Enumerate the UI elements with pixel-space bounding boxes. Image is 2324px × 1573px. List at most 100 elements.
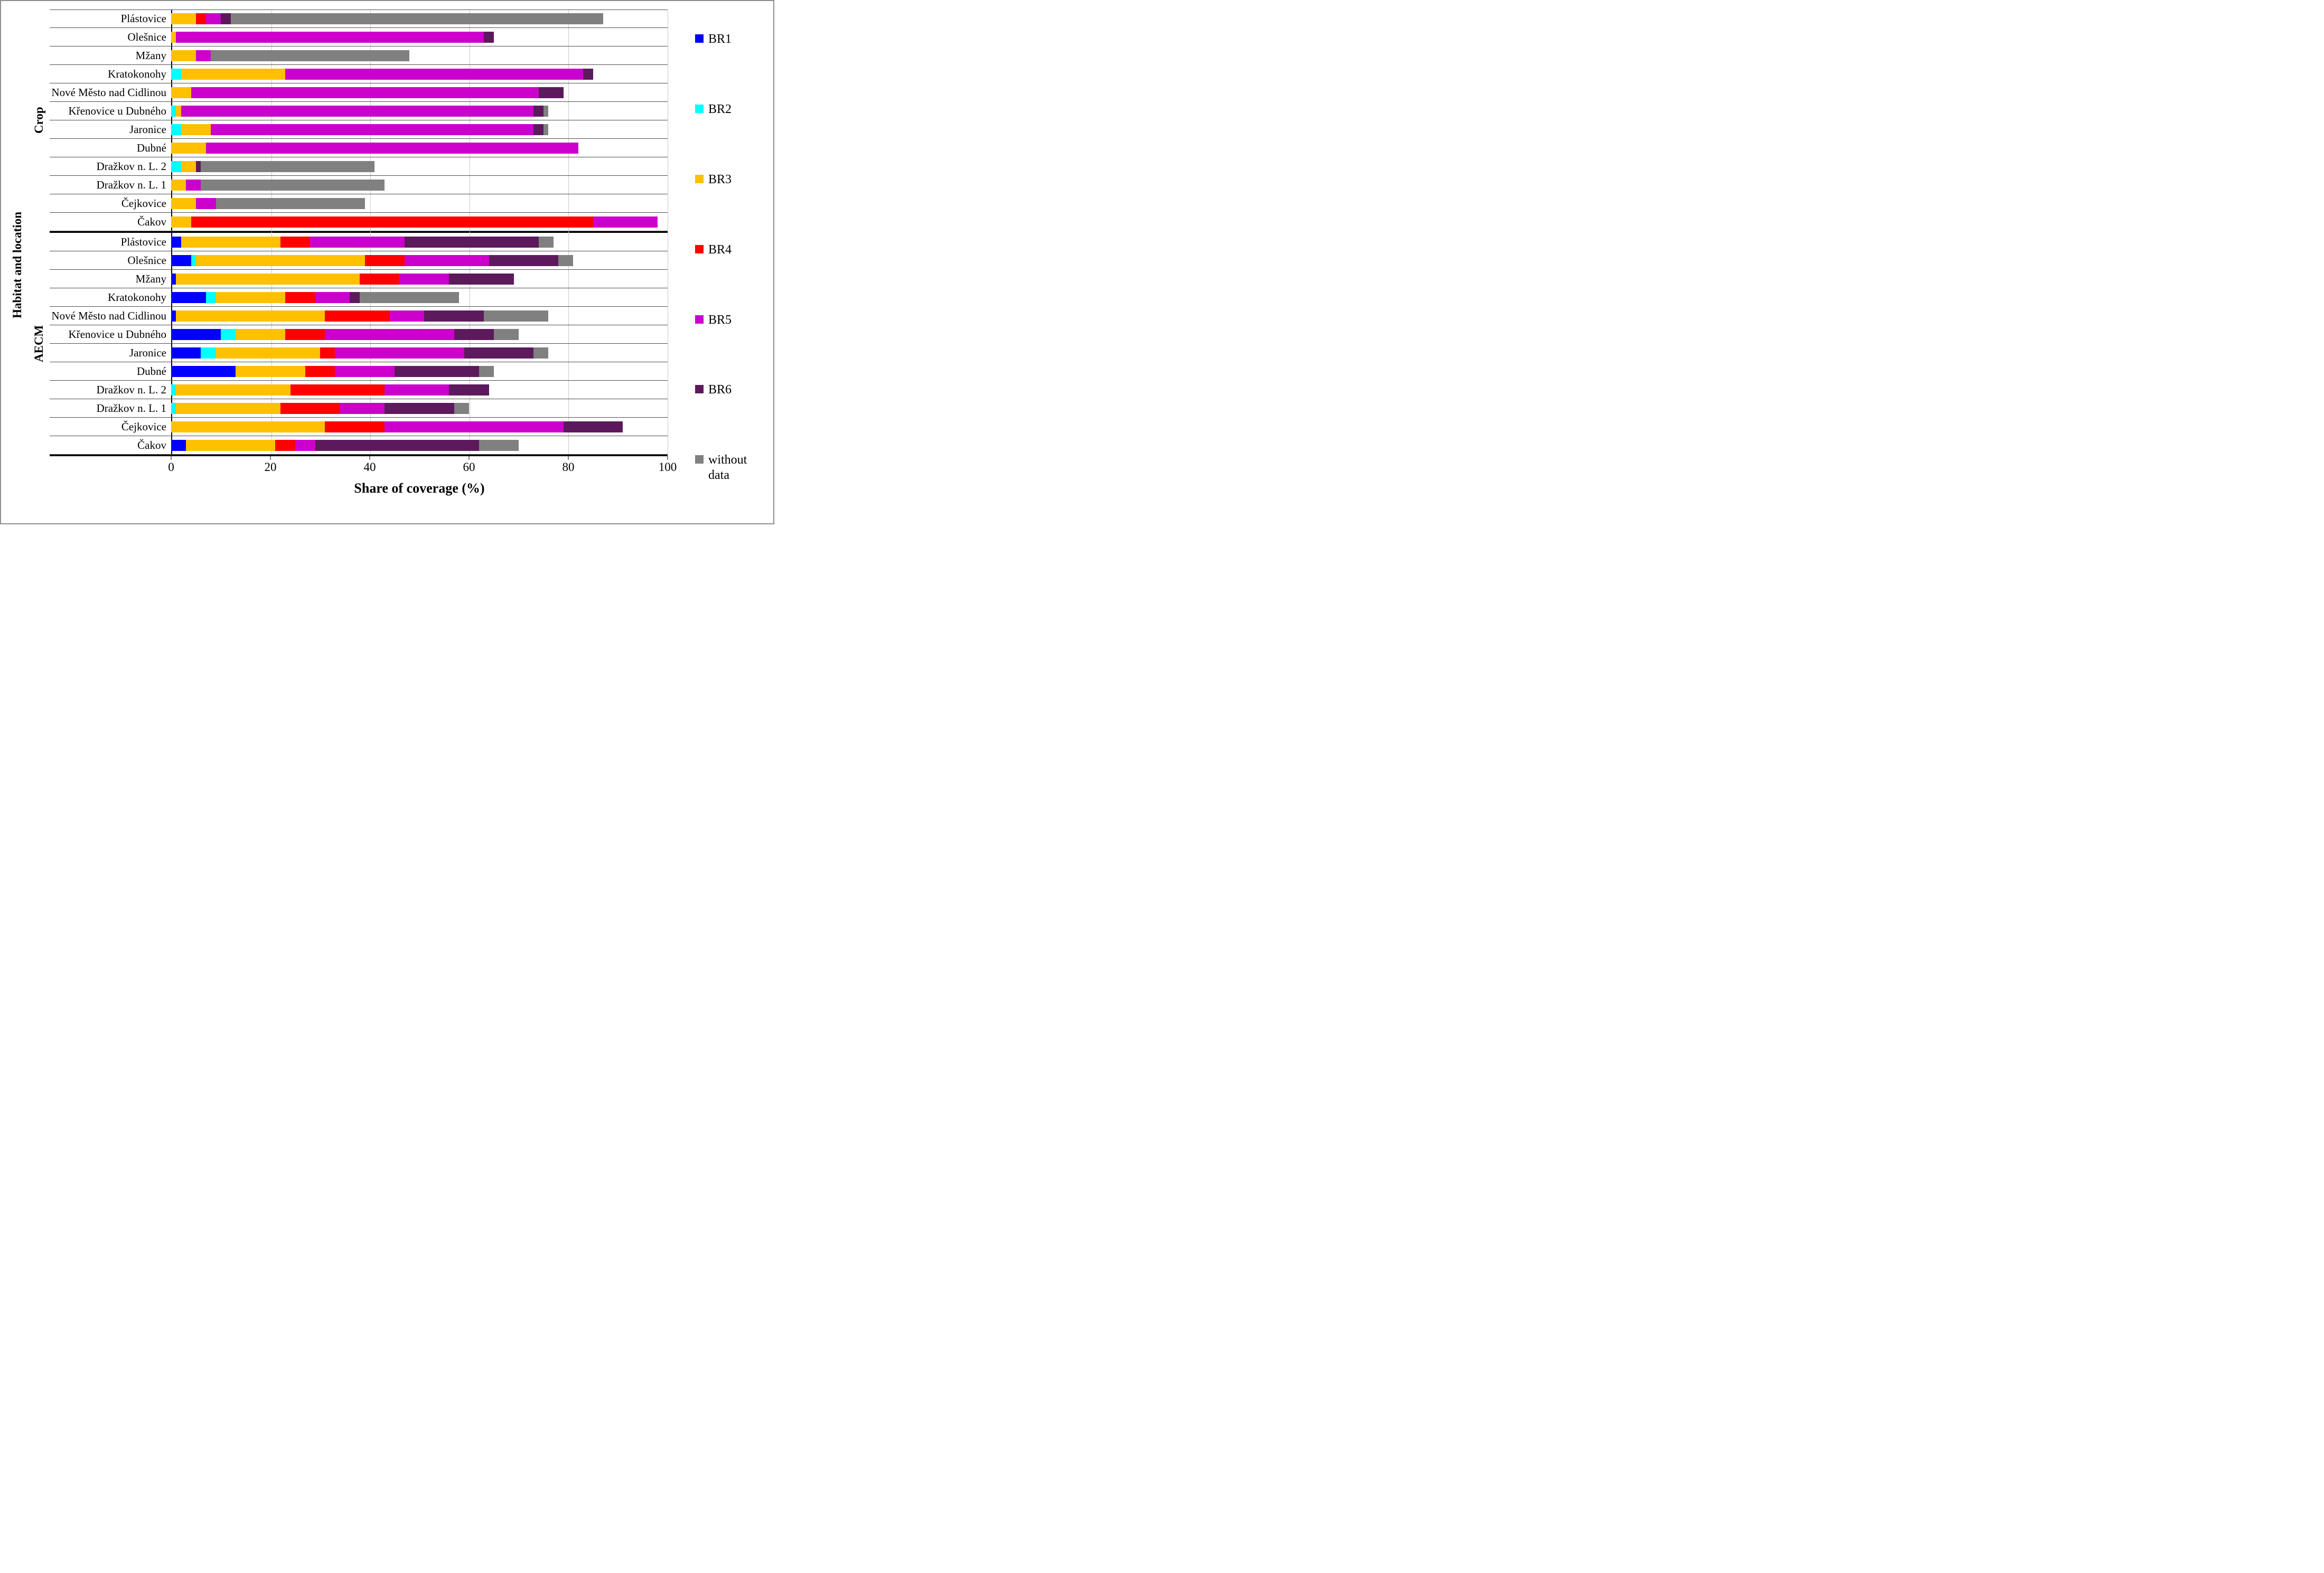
- bar-segment-br5: [196, 50, 211, 61]
- x-tick-label: 20: [264, 460, 277, 474]
- bar-segment-br4: [364, 255, 405, 266]
- category-label: Křenovice u Dubného: [68, 104, 166, 117]
- bar-segment-br4: [325, 421, 385, 432]
- legend-label-br5: BR5: [708, 313, 732, 327]
- bar-segment-br3: [171, 197, 196, 209]
- bar-segment-br4: [360, 273, 400, 285]
- bar-segment-br6: [484, 31, 494, 43]
- bar-segment-br1: [171, 347, 201, 359]
- bar-track: [171, 365, 668, 377]
- bar-segment-br5: [335, 365, 395, 377]
- bar-row: Dražkov n. L. 1: [50, 399, 668, 418]
- bar-row: Mžany: [50, 270, 668, 288]
- x-tick-mark: [270, 456, 271, 460]
- bar-segment-br3: [215, 291, 286, 303]
- category-label: Olešnice: [127, 253, 166, 267]
- group-divider: [50, 231, 668, 233]
- bar-segment-without-data: [484, 310, 549, 322]
- bar-segment-br4: [280, 236, 311, 248]
- bar-row: Kratokonohy: [50, 65, 668, 83]
- bar-row: Jaronice: [50, 120, 668, 139]
- category-label: Mžany: [135, 49, 166, 62]
- gridline-layer: [171, 10, 668, 455]
- category-label: Nové Město nad Cidlinou: [51, 309, 166, 322]
- x-tick-mark: [468, 456, 470, 460]
- bar-segment-br1: [171, 439, 186, 451]
- bar-track: [171, 13, 668, 24]
- group-labels-column: Crop AECM: [29, 10, 50, 456]
- bar-row: Plástovice: [50, 233, 668, 251]
- bar-track: [171, 439, 668, 451]
- x-tick-label: 100: [658, 460, 677, 474]
- bar-segment-without-data: [211, 50, 410, 61]
- bar-segment-br3: [171, 421, 325, 432]
- x-tick-mark: [171, 456, 172, 460]
- bar-segment-br6: [533, 124, 543, 135]
- bar-segment-br5: [205, 13, 221, 24]
- bar-track: [171, 255, 668, 266]
- bar-segment-br6: [563, 421, 623, 432]
- bar-segment-br3: [176, 402, 280, 414]
- bar-row: Dražkov n. L. 1: [50, 176, 668, 194]
- bar-segment-br5: [315, 291, 350, 303]
- bar-segment-without-data: [543, 124, 549, 135]
- bar-segment-without-data: [454, 402, 469, 414]
- bar-segment-br4: [305, 365, 335, 377]
- bar-segment-br6: [464, 347, 534, 359]
- bar-segment-br4: [280, 402, 340, 414]
- bar-segment-br5: [385, 384, 449, 395]
- bar-segment-without-data: [538, 236, 554, 248]
- legend-entry-br1: BR1: [695, 32, 768, 47]
- bar-segment-without-data: [494, 328, 519, 340]
- bar-row: Nové Město nad Cidlinou: [50, 83, 668, 102]
- bar-track: [171, 68, 668, 80]
- bar-segment-br3: [186, 439, 276, 451]
- bar-row: Jaronice: [50, 344, 668, 362]
- bar-row: Křenovice u Dubného: [50, 325, 668, 344]
- bar-segment-br4: [290, 384, 385, 395]
- category-label: Dražkov n. L. 2: [96, 159, 166, 173]
- bar-segment-br3: [171, 50, 196, 61]
- category-label: Čakov: [137, 438, 166, 451]
- legend-swatch-br2: [695, 104, 704, 113]
- bar-segment-br6: [583, 68, 593, 80]
- bar-segment-br6: [424, 310, 484, 322]
- bar-segment-br5: [335, 347, 464, 359]
- plot-area: Plástovice Olešnice Mžany Kratokonohy Nové M…: [50, 10, 668, 456]
- bar-row: Dražkov n. L. 2: [50, 157, 668, 176]
- bar-row: Mžany: [50, 46, 668, 65]
- bar-segment-br1: [171, 310, 176, 322]
- category-label: Olešnice: [127, 30, 166, 43]
- category-label: Jaronice: [129, 346, 166, 359]
- bar-segment-br1: [171, 365, 236, 377]
- bar-segment-br3: [171, 13, 196, 24]
- stacked-bar-chart: Habitat and location Crop AECM Plástovice…: [6, 10, 768, 520]
- bar-segment-br3: [196, 255, 365, 266]
- figure-frame: Habitat and location Crop AECM Plástovice…: [0, 0, 774, 524]
- bar-segment-br6: [489, 255, 559, 266]
- bar-segment-br5: [196, 197, 216, 209]
- x-axis-title: Share of coverage (%): [354, 481, 485, 496]
- bar-segment-br5: [295, 439, 315, 451]
- category-label: Dražkov n. L. 1: [96, 401, 166, 415]
- bar-segment-br3: [236, 328, 286, 340]
- legend-entry-without-data: without data: [695, 453, 768, 483]
- bar-segment-br4: [320, 347, 335, 359]
- bar-track: [171, 50, 668, 61]
- bar-row: Čejkovice: [50, 418, 668, 436]
- legend-swatch-br6: [695, 385, 704, 394]
- x-tick-label: 40: [363, 460, 376, 474]
- bar-track: [171, 179, 668, 191]
- bar-segment-br5: [399, 273, 449, 285]
- bar-track: [171, 105, 668, 117]
- bar-track: [171, 197, 668, 209]
- bar-segment-br1: [171, 255, 191, 266]
- bar-segment-br1: [171, 291, 206, 303]
- bar-segment-br5: [191, 87, 539, 98]
- bar-segment-br2: [171, 124, 181, 135]
- bar-segment-br5: [310, 236, 405, 248]
- legend-swatch-br5: [695, 315, 704, 324]
- bar-segment-br3: [176, 105, 181, 117]
- category-label: Dubné: [137, 141, 166, 154]
- bar-segment-without-data: [558, 255, 574, 266]
